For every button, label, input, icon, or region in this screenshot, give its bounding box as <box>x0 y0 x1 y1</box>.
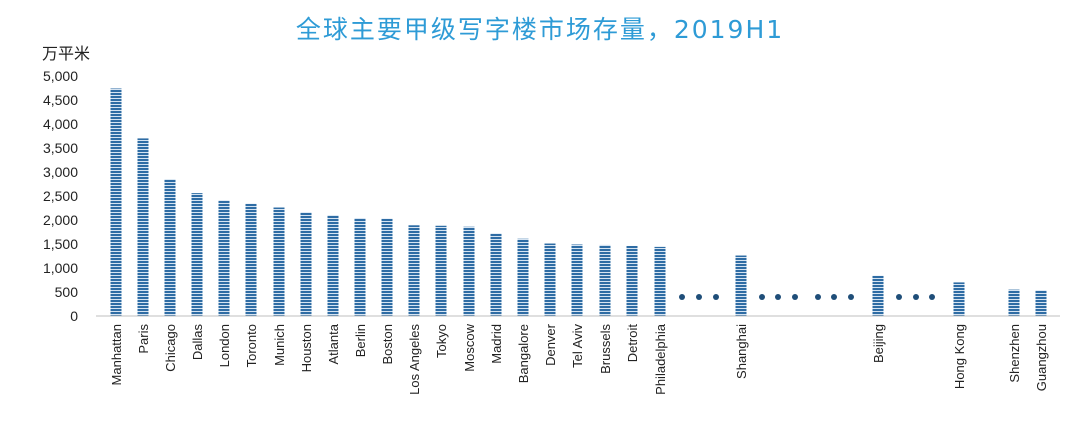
x-category-label: Philadelphia <box>653 323 668 395</box>
bar-munich <box>273 207 285 316</box>
y-tick-label: 0 <box>70 308 78 324</box>
x-category-label: Hong Kong <box>952 324 967 389</box>
bar-atlanta <box>327 215 339 316</box>
x-category-label: Detroit <box>625 324 640 363</box>
x-category-label: Bangalore <box>516 324 531 383</box>
ellipsis-dot <box>679 294 685 300</box>
x-category-label: Beijing <box>871 324 886 363</box>
ellipsis-dot <box>815 294 821 300</box>
ellipsis-dot <box>913 294 919 300</box>
x-category-label: Houston <box>299 324 314 372</box>
x-category-label: Dallas <box>190 324 205 361</box>
x-category-label: Berlin <box>353 324 368 357</box>
ellipsis-dot <box>696 294 702 300</box>
x-category-label: Toronto <box>244 324 259 367</box>
bar-bangalore <box>517 238 529 316</box>
x-category-label: Madrid <box>489 324 504 364</box>
x-category-label: Munich <box>272 324 287 366</box>
bar-philadelphia <box>654 246 666 316</box>
bar-paris <box>137 138 149 316</box>
ellipsis-dot <box>896 294 902 300</box>
x-category-label: Boston <box>380 324 395 364</box>
bar-tel-aviv <box>571 244 583 316</box>
x-category-label: Shanghai <box>734 324 749 379</box>
bar-los-angeles <box>408 225 420 316</box>
y-tick-label: 2,000 <box>43 212 78 228</box>
x-category-label: Tokyo <box>434 324 449 358</box>
chart-title: 全球主要甲级写字楼市场存量，2019H1 <box>295 15 785 44</box>
x-category-label: Moscow <box>462 323 477 371</box>
y-tick-label: 500 <box>55 284 79 300</box>
y-tick-label: 4,000 <box>43 116 78 132</box>
bar-beijing <box>872 275 884 316</box>
bar-manhattan <box>110 88 122 316</box>
x-category-label: Manhattan <box>109 324 124 385</box>
ellipsis-dot <box>759 294 765 300</box>
ellipsis-dot <box>713 294 719 300</box>
ellipsis-dot <box>929 294 935 300</box>
bar-boston <box>381 218 393 316</box>
y-axis-unit-label: 万平米 <box>42 44 91 63</box>
bar-denver <box>544 243 556 316</box>
bar-madrid <box>490 233 502 316</box>
ellipsis-dot <box>848 294 854 300</box>
x-category-label: Brussels <box>598 324 613 374</box>
y-tick-label: 3,000 <box>43 164 78 180</box>
bar-london <box>218 200 230 316</box>
x-category-label: Tel Aviv <box>570 324 585 368</box>
bar-houston <box>300 212 312 316</box>
x-category-label: Los Angeles <box>407 324 422 395</box>
x-category-label: Guangzhou <box>1034 324 1049 391</box>
ellipsis-dot <box>792 294 798 300</box>
y-tick-label: 1,500 <box>43 236 78 252</box>
x-category-label: Shenzhen <box>1007 324 1022 383</box>
x-category-label: Atlanta <box>326 323 341 364</box>
y-tick-label: 2,500 <box>43 188 78 204</box>
x-category-label: Chicago <box>163 324 178 372</box>
x-category-label: London <box>217 324 232 367</box>
bar-moscow <box>463 226 475 316</box>
bar-hong-kong <box>953 282 965 316</box>
bar-toronto <box>245 203 257 316</box>
bar-shanghai <box>735 255 747 316</box>
bar-tokyo <box>435 225 447 316</box>
ellipsis-dot <box>831 294 837 300</box>
bar-chicago <box>164 179 176 316</box>
ellipsis-dot <box>775 294 781 300</box>
bar-dallas <box>191 193 203 316</box>
bar-brussels <box>599 244 611 316</box>
y-tick-label: 4,500 <box>43 92 78 108</box>
bar-guangzhou <box>1035 290 1047 316</box>
x-category-label: Denver <box>543 323 558 366</box>
bar-shenzhen <box>1008 289 1020 316</box>
y-tick-label: 5,000 <box>43 68 78 84</box>
bar-detroit <box>626 245 638 316</box>
y-tick-label: 1,000 <box>43 260 78 276</box>
x-category-label: Paris <box>136 324 151 354</box>
y-tick-label: 3,500 <box>43 140 78 156</box>
bar-berlin <box>354 218 366 316</box>
